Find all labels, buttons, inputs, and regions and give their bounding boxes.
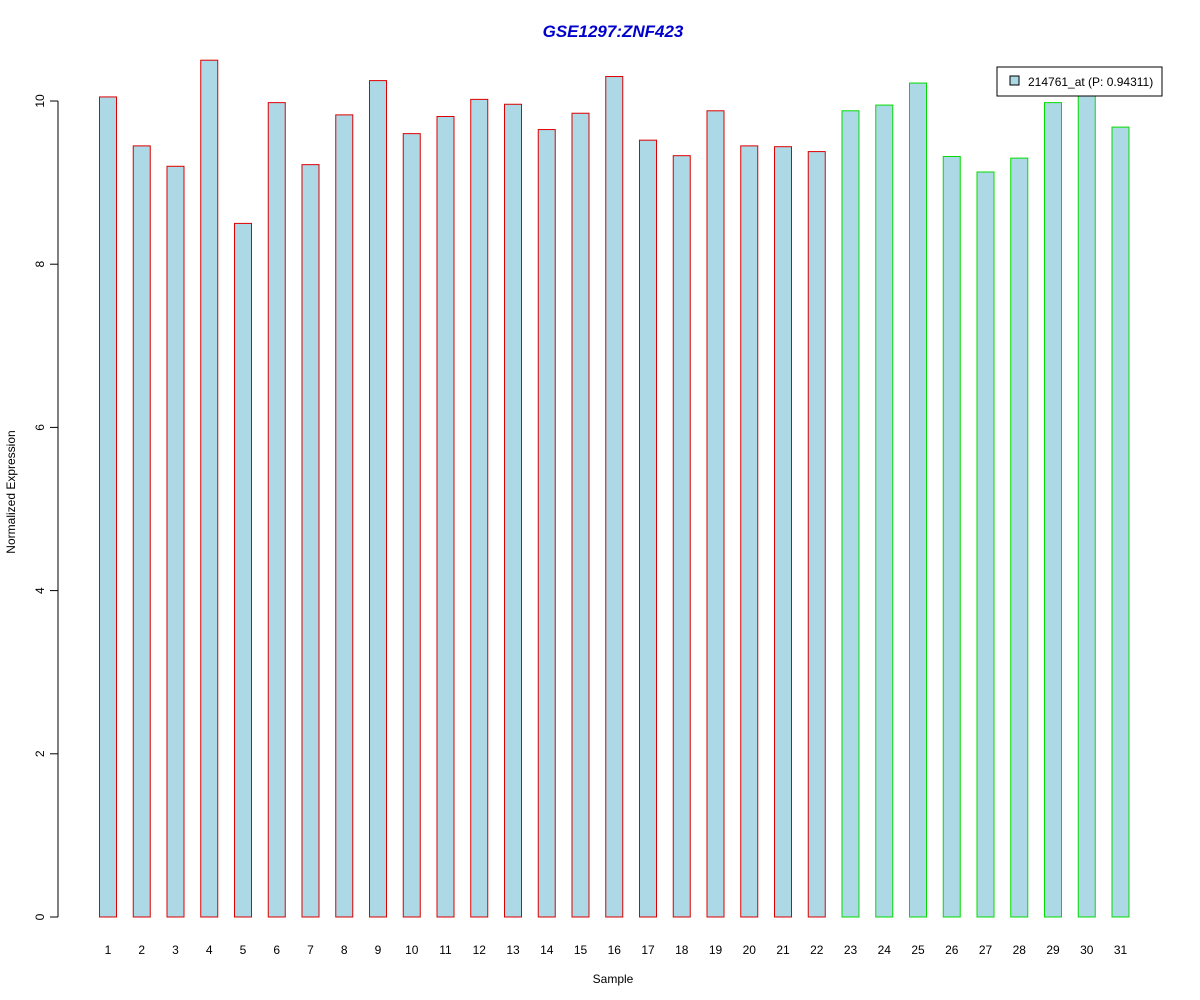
bar-sample-10	[402, 133, 421, 918]
bar-sample-30	[1077, 93, 1096, 918]
x-tick-label: 12	[473, 943, 487, 957]
bar-sample-25	[909, 82, 927, 918]
x-tick-label: 9	[375, 943, 382, 957]
x-tick-label: 24	[878, 943, 892, 957]
bar-sample-31	[1111, 126, 1130, 918]
legend-entry-label: 214761_at (P: 0.94311)	[1028, 75, 1153, 89]
bar-sample-1	[99, 96, 117, 918]
x-tick-label: 1	[105, 943, 112, 957]
bar-sample-27	[976, 171, 995, 918]
bar-sample-9	[369, 80, 387, 918]
bar-sample-17	[639, 139, 657, 918]
x-tick-label: 16	[608, 943, 622, 957]
y-tick-label: 0	[33, 913, 47, 920]
x-tick-label: 11	[439, 943, 452, 957]
x-tick-label: 22	[810, 943, 824, 957]
bar-sample-6	[267, 102, 286, 918]
y-axis: 0 2 4 6 8 10	[33, 94, 59, 920]
x-tick-label: 8	[341, 943, 348, 957]
bar-sample-4	[200, 59, 219, 918]
x-tick-label: 13	[506, 943, 520, 957]
y-tick-label: 8	[33, 261, 47, 268]
x-axis-label: Sample	[593, 972, 634, 986]
bar-sample-5	[234, 222, 252, 918]
y-tick-label: 6	[33, 424, 47, 431]
x-tick-label: 6	[273, 943, 280, 957]
bar-sample-14	[537, 129, 556, 918]
x-tick-label: 23	[844, 943, 858, 957]
x-tick-label: 27	[979, 943, 993, 957]
y-tick-label: 4	[33, 587, 47, 594]
bar-sample-23	[841, 110, 860, 918]
x-tick-label: 15	[574, 943, 588, 957]
bar-sample-20	[740, 145, 759, 918]
bar-sample-15	[571, 112, 590, 918]
bar-sample-19	[706, 110, 725, 918]
x-tick-label: 21	[776, 943, 790, 957]
chart-title: GSE1297:ZNF423	[543, 22, 684, 41]
x-tick-label: 20	[743, 943, 757, 957]
x-tick-label: 14	[540, 943, 554, 957]
bar-sample-18	[672, 155, 691, 918]
x-tick-label: 19	[709, 943, 723, 957]
y-axis-label: Normalized Expression	[4, 430, 18, 553]
x-tick-label: 28	[1013, 943, 1027, 957]
x-tick-label: 5	[240, 943, 247, 957]
legend: 214761_at (P: 0.94311)	[996, 66, 1163, 97]
x-tick-label: 30	[1080, 943, 1094, 957]
x-tick-label: 3	[172, 943, 179, 957]
bar-sample-8	[335, 114, 354, 918]
bar-sample-21	[774, 146, 792, 918]
x-tick-label: 18	[675, 943, 689, 957]
bar-sample-7	[301, 164, 320, 918]
legend-box	[996, 66, 1163, 97]
x-tick-label: 17	[641, 943, 655, 957]
x-tick-label: 26	[945, 943, 959, 957]
bars	[99, 59, 1130, 918]
y-tick-label: 10	[33, 94, 47, 108]
bar-sample-28	[1010, 157, 1029, 918]
y-tick-label: 2	[33, 750, 47, 757]
x-tick-labels: 1 2 3 4 5 6 7 8 9 10 11 12 13 14 15 16 17 18 19 20 21 22 23 24 2…	[105, 943, 1128, 957]
bar-sample-26	[942, 155, 961, 918]
legend-swatch	[1009, 75, 1020, 86]
x-tick-label: 2	[138, 943, 145, 957]
bar-sample-11	[436, 116, 455, 918]
x-tick-label: 25	[911, 943, 925, 957]
bar-sample-16	[605, 76, 624, 918]
bar-sample-3	[166, 165, 185, 918]
x-tick-label: 29	[1046, 943, 1060, 957]
bar-sample-2	[132, 145, 151, 918]
x-tick-label: 10	[405, 943, 419, 957]
x-tick-label: 31	[1114, 943, 1128, 957]
bar-sample-13	[504, 103, 522, 918]
bar-sample-24	[875, 104, 894, 918]
bar-sample-22	[807, 151, 826, 918]
x-tick-label: 7	[307, 943, 314, 957]
x-tick-label: 4	[206, 943, 213, 957]
bar-sample-29	[1044, 102, 1062, 918]
bar-sample-12	[470, 98, 489, 918]
